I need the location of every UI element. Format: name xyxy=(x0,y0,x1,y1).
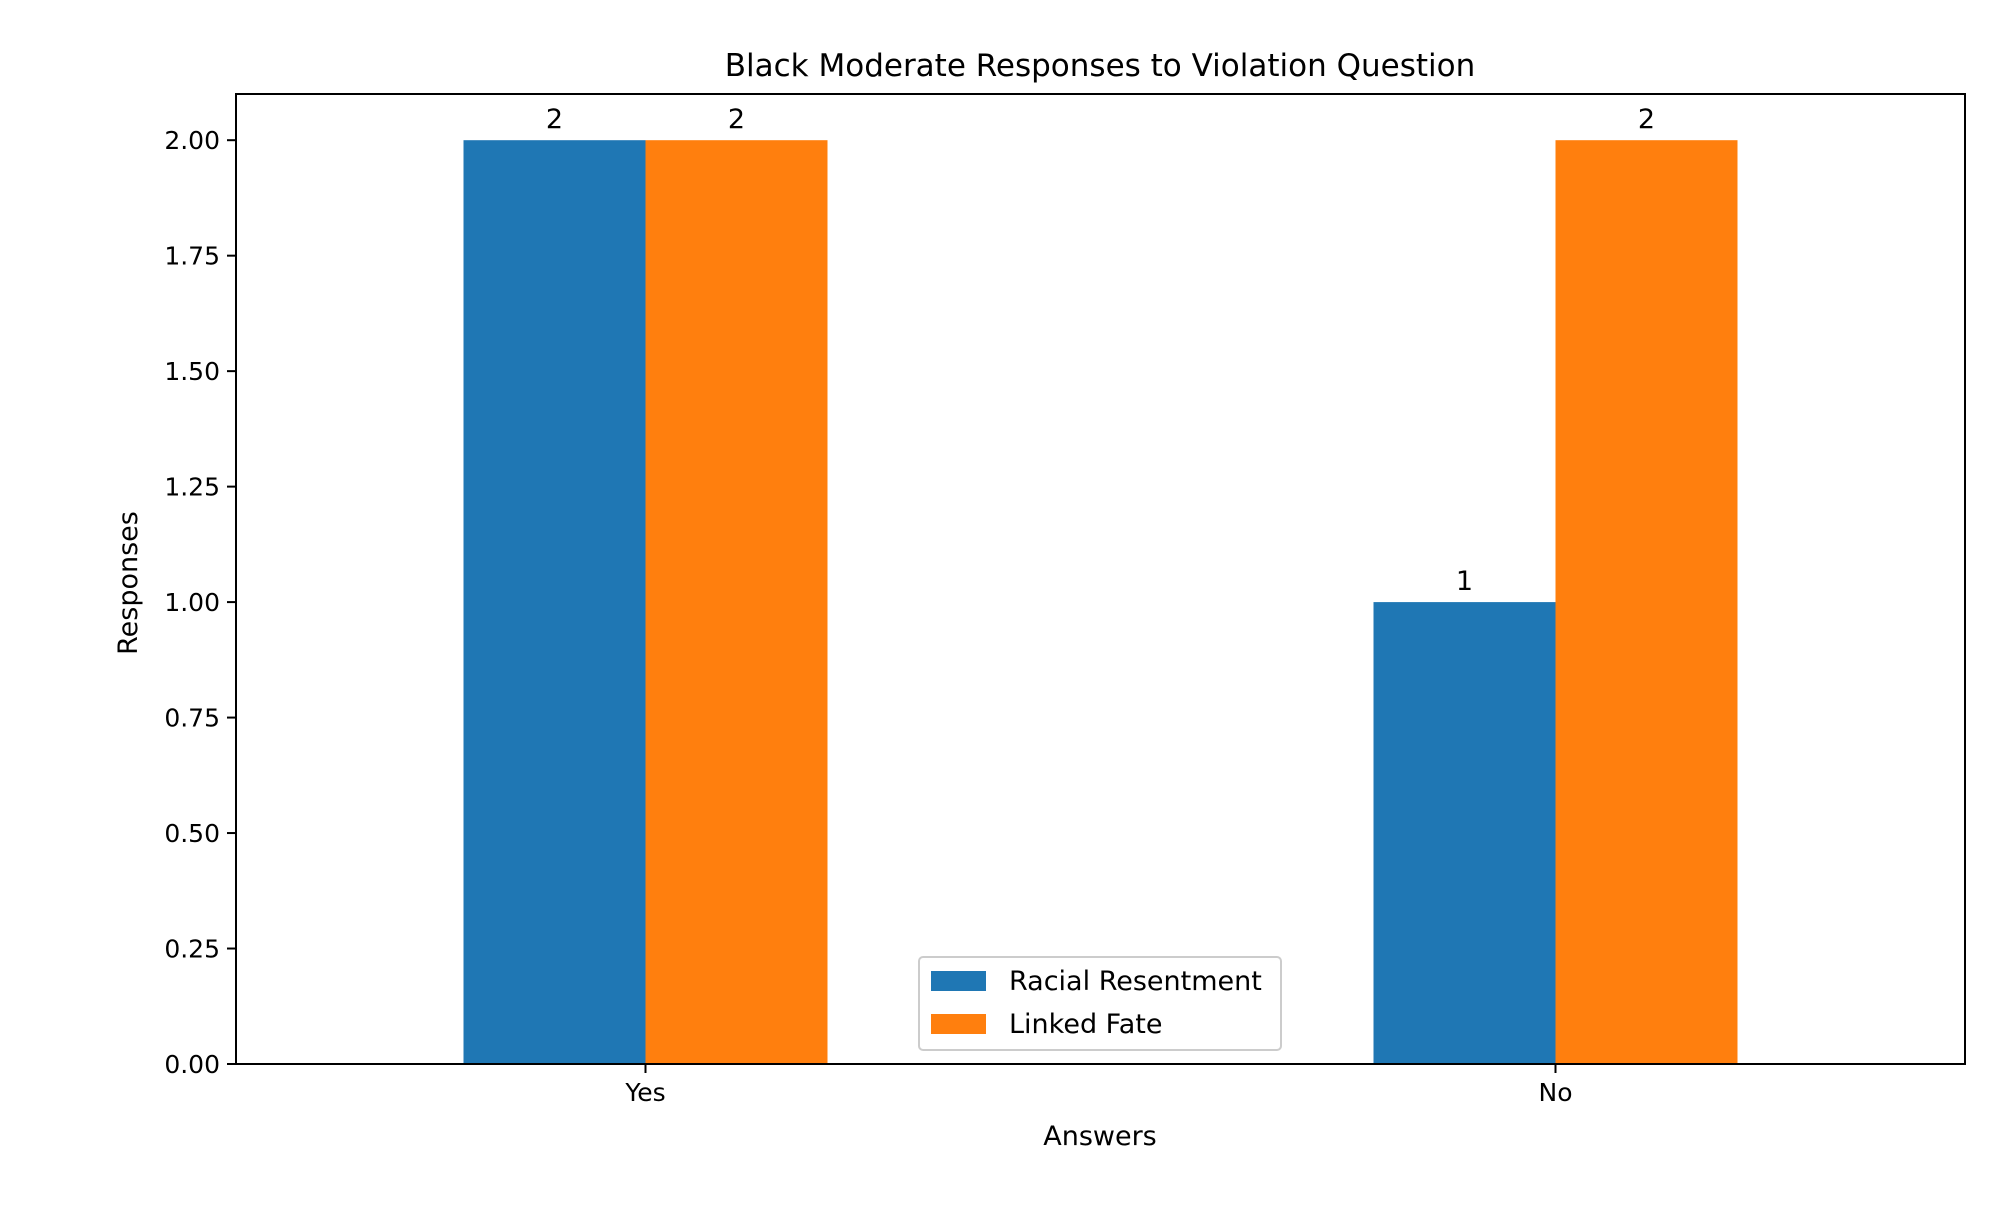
y-tick-label: 0.50 xyxy=(164,819,220,848)
x-tick-label-yes: Yes xyxy=(624,1078,665,1107)
y-tick-label: 0.75 xyxy=(164,704,220,733)
data-label-linked-fate-no: 2 xyxy=(1638,104,1655,135)
legend-swatch-racial-resentment xyxy=(931,971,986,991)
data-label-racial-resentment-yes: 2 xyxy=(546,104,563,135)
bar-linked-fate-yes xyxy=(645,140,828,1064)
chart-title: Black Moderate Responses to Violation Qu… xyxy=(725,48,1475,84)
y-tick-label: 1.25 xyxy=(164,473,220,502)
data-label-racial-resentment-no: 1 xyxy=(1456,566,1473,597)
legend-label-linked-fate: Linked Fate xyxy=(1009,1009,1162,1040)
bar-racial-resentment-yes xyxy=(463,140,646,1064)
x-tick-label-no: No xyxy=(1539,1078,1573,1107)
y-tick-label: 1.50 xyxy=(164,357,220,386)
y-tick-label: 1.75 xyxy=(164,242,220,271)
bars-layer xyxy=(463,140,1738,1064)
bar-linked-fate-no xyxy=(1555,140,1738,1064)
plot-frame xyxy=(235,93,1966,1065)
y-tick-label: 0.25 xyxy=(164,935,220,964)
legend-swatch-linked-fate xyxy=(931,1014,986,1034)
data-label-linked-fate-yes: 2 xyxy=(728,104,745,135)
data-labels-layer: 2 1 2 2 xyxy=(546,104,1655,597)
bar-racial-resentment-no xyxy=(1373,602,1556,1064)
y-axis-label: Responses xyxy=(113,511,144,655)
y-tick-label: 0.00 xyxy=(164,1050,220,1079)
x-axis-label: Answers xyxy=(1043,1121,1157,1152)
y-tick-label: 1.00 xyxy=(164,588,220,617)
legend-label-racial-resentment: Racial Resentment xyxy=(1009,966,1262,997)
y-axis: 0.00 0.25 0.50 0.75 1.00 1.25 1.50 1.75 2.00 xyxy=(164,126,236,1079)
x-axis: Yes No xyxy=(624,1064,1573,1107)
legend-frame xyxy=(918,956,1282,1051)
y-tick-label: 2.00 xyxy=(164,126,220,155)
legend: Racial Resentment Linked Fate xyxy=(918,956,1282,1051)
